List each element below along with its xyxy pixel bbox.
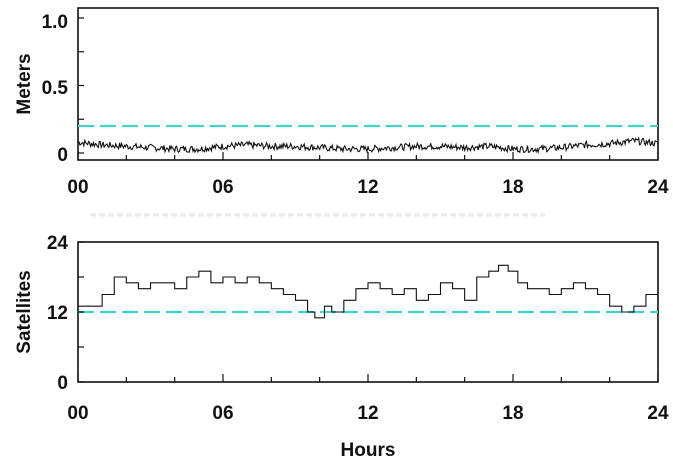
panel-meters: 1.0 0.5 0 00 06 12 18 24 Meters — [14, 7, 669, 198]
y-tick-label: 0 — [57, 373, 68, 394]
y-axis-label-satellites: Satellites — [14, 270, 35, 353]
x-axis-label-hours: Hours — [341, 440, 396, 461]
ticks-satellites — [77, 241, 659, 383]
x-tick-label: 18 — [502, 177, 523, 198]
panel-satellites: 24 12 0 00 06 12 18 24 Satellites Hours — [14, 233, 669, 461]
x-tick-label: 06 — [212, 177, 233, 198]
x-tick-label: 06 — [212, 403, 233, 424]
x-tick-label: 00 — [67, 403, 88, 424]
y-tick-label: 1.0 — [42, 12, 68, 33]
ticks-meters — [77, 17, 659, 160]
series-line-meters — [77, 136, 659, 155]
x-tick-label: 24 — [647, 403, 669, 424]
y-axis-label-meters: Meters — [14, 53, 35, 114]
x-tick-label: 24 — [647, 177, 669, 198]
y-tick-label: 0.5 — [42, 78, 69, 99]
x-tick-label: 18 — [502, 403, 523, 424]
x-tick-label: 12 — [357, 177, 378, 198]
series-line-satellites — [78, 264, 658, 319]
y-tick-label: 24 — [47, 233, 69, 254]
y-tick-label: 0 — [57, 145, 68, 166]
x-tick-label: 12 — [357, 403, 378, 424]
x-tick-label: 00 — [67, 177, 88, 198]
plot-frame-meters — [77, 7, 659, 161]
y-tick-label: 12 — [47, 303, 68, 324]
